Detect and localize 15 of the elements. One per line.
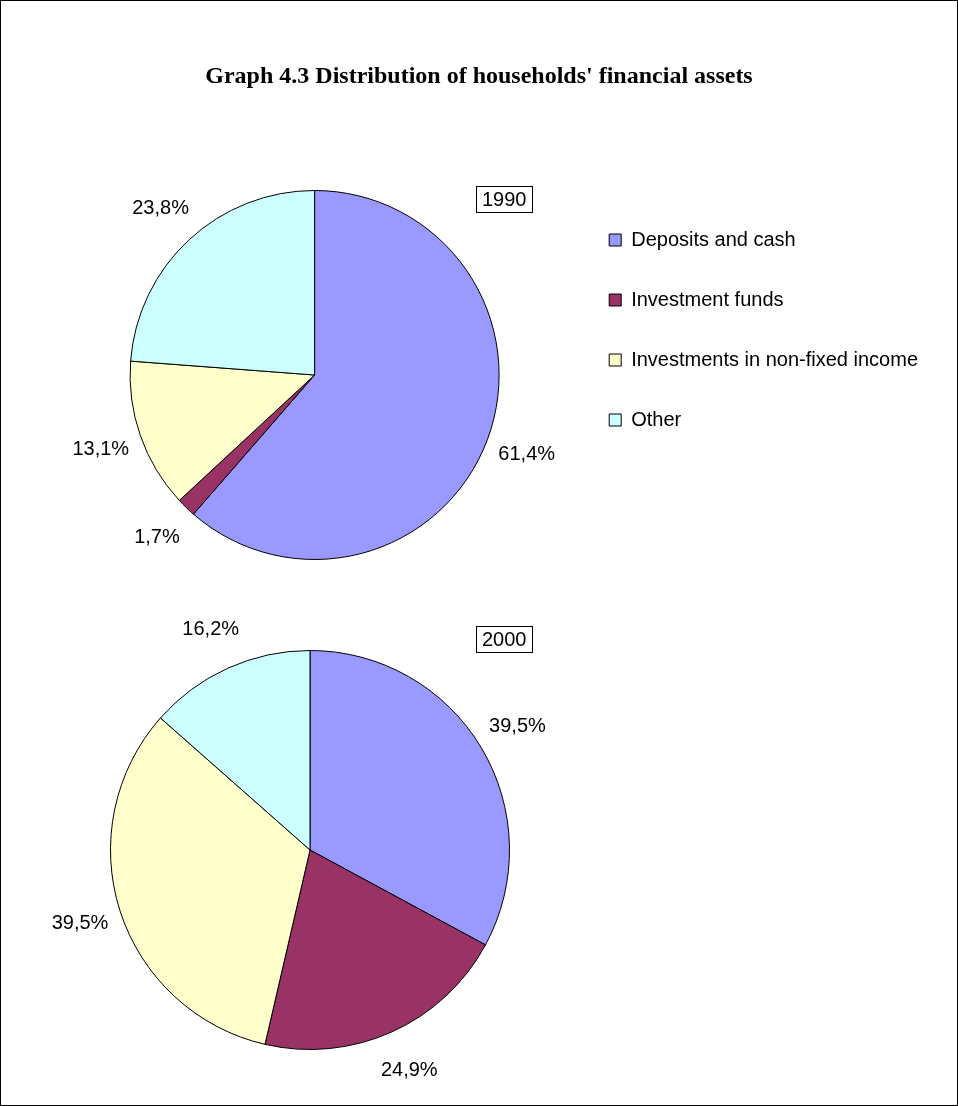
- legend-label: Investment funds: [631, 287, 784, 310]
- chart-subtitle: 2000: [476, 626, 533, 653]
- chart-subtitle: 1990: [476, 186, 533, 213]
- data-label: 13,1%: [72, 437, 130, 460]
- legend-label: Other: [631, 407, 682, 430]
- chart-title: Graph 4.3 Distribution of households' financial assets: [204, 62, 754, 89]
- data-label: 61,4%: [498, 441, 556, 464]
- legend-label: Deposits and cash: [631, 227, 796, 250]
- legend-label: Investments in non-fixed income: [631, 347, 919, 370]
- data-label: 24,9%: [380, 1057, 438, 1080]
- data-label: 39,5%: [51, 911, 109, 934]
- data-label: 23,8%: [132, 196, 190, 219]
- data-label: 39,5%: [489, 713, 547, 736]
- data-label: 1,7%: [134, 525, 180, 548]
- data-label: 16,2%: [182, 617, 240, 640]
